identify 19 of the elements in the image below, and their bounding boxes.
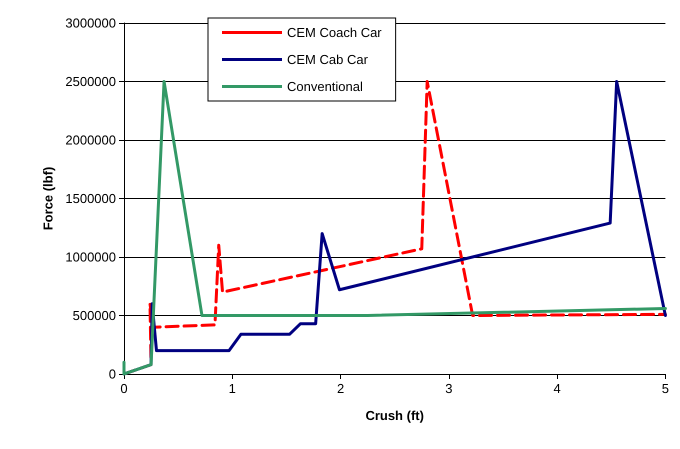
legend-label: CEM Coach Car [287,25,382,40]
y-tick-label: 1000000 [65,250,116,264]
x-tick-label: 5 [662,381,669,396]
x-tick-label: 4 [553,381,561,396]
x-tick-label: 0 [120,381,128,396]
y-tick-label: 0 [108,366,116,382]
y-axis-title: Force (lbf) [40,166,56,230]
x-tick-label: 2 [336,381,344,396]
line-series [122,80,667,376]
legend-label: Conventional [287,79,363,94]
x-tick-label: 3 [445,381,452,396]
y-tick-label: 2500000 [65,74,116,89]
x-axis-title: Crush (ft) [365,408,424,423]
y-tick-label: 1500000 [65,191,116,206]
y-tick-label: 500000 [72,308,116,323]
y-tick-label: 3000000 [65,16,116,30]
legend-label: CEM Cab Car [287,52,369,67]
y-tick-label: 2000000 [65,132,116,148]
x-tick-label: 1 [228,381,236,396]
